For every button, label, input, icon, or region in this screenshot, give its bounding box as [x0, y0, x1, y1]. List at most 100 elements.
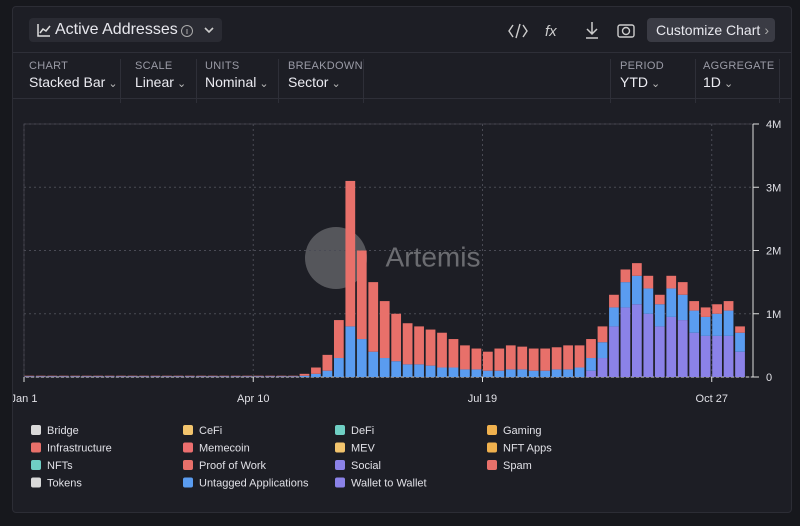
- legend-swatch: [183, 477, 193, 488]
- legend-label: Memecoin: [199, 443, 250, 455]
- bar-segment: [70, 375, 81, 377]
- dropdown-value: Sector: [288, 74, 363, 90]
- bar-segment: [47, 375, 58, 377]
- legend-label: Wallet to Wallet: [351, 478, 427, 490]
- bar-segment: [242, 376, 253, 377]
- bar-segment: [288, 376, 298, 377]
- toolbar-icons[interactable]: fx: [507, 19, 647, 43]
- bar-segment: [505, 369, 516, 377]
- bar-segment: [620, 307, 631, 377]
- legend-swatch: [487, 460, 497, 470]
- watermark: Artemis: [386, 241, 481, 272]
- bar-segment: [574, 345, 585, 368]
- bar-segment: [586, 358, 596, 371]
- bar-segment: [643, 275, 654, 289]
- bar-segment: [368, 351, 379, 377]
- bar-segment: [723, 301, 734, 311]
- title-selector[interactable]: Active Addresses: [29, 18, 222, 42]
- separator: [610, 59, 611, 103]
- bar-segment: [586, 339, 596, 359]
- bar-segment: [609, 294, 619, 308]
- dropdown-value: Linear: [135, 74, 186, 90]
- legend-swatch: [31, 442, 41, 453]
- bar-segment: [414, 326, 424, 365]
- bar-segment: [196, 375, 207, 377]
- bar-segment: [517, 346, 528, 370]
- bar-segment: [207, 375, 218, 377]
- dropdown-label: PERIOD: [620, 60, 664, 72]
- bar-segment: [471, 369, 482, 377]
- bar-segment: [654, 326, 665, 377]
- bar-segment: [127, 376, 138, 377]
- chart: Artemis 0 1M 2M 3M 4M Jan 1 Apr 10 Jul 19 Oct 27…: [13, 119, 781, 490]
- chart-icon: [37, 24, 51, 37]
- bar-segment: [689, 301, 700, 311]
- legend-label: Social: [351, 460, 381, 472]
- bar-segment: [448, 367, 459, 377]
- dropdown-value: YTD: [620, 74, 664, 90]
- bar-segment: [288, 375, 298, 377]
- bar-segment: [735, 332, 745, 352]
- dropdown[interactable]: SCALE Linear: [135, 60, 186, 90]
- bar-segment: [47, 376, 58, 377]
- bar-segment: [666, 275, 677, 289]
- bar-segment: [276, 376, 287, 377]
- dropdown[interactable]: AGGREGATE 1D: [703, 60, 775, 90]
- bar-segment: [700, 335, 711, 377]
- dropdown[interactable]: UNITS Nominal: [205, 60, 269, 90]
- bar-segment: [402, 364, 413, 377]
- legend-swatch: [183, 425, 193, 435]
- bar-segment: [24, 375, 35, 377]
- dropdown[interactable]: PERIOD YTD: [620, 60, 664, 90]
- bar-segment: [162, 376, 172, 377]
- legend-label: Bridge: [47, 425, 79, 437]
- legend-swatch: [31, 460, 41, 470]
- bar-segment: [551, 369, 562, 377]
- legend-label: Spam: [503, 460, 532, 472]
- bar-segment: [425, 365, 436, 377]
- bar-segment: [482, 351, 493, 371]
- legend-swatch: [487, 442, 497, 453]
- bar-segment: [311, 367, 321, 374]
- bar-segment: [609, 326, 619, 377]
- legend-label: DeFi: [351, 425, 374, 437]
- bar-segment: [253, 375, 264, 377]
- bar-segment: [276, 375, 287, 377]
- legend-swatch: [31, 425, 41, 435]
- bar-segment: [93, 375, 104, 377]
- bar-segment: [333, 320, 344, 359]
- bar-segment: [81, 376, 92, 377]
- bar-segment: [379, 301, 390, 359]
- bar-segment: [494, 370, 505, 377]
- bar-segment: [425, 329, 436, 366]
- customize-button[interactable]: Customize Chart ›: [647, 18, 775, 42]
- dropdown[interactable]: BREAKDOWN Sector: [288, 60, 363, 90]
- chart-panel: Active Addresses fx Customize Chart › CHA…: [12, 6, 792, 513]
- bar-segment: [299, 375, 310, 377]
- separator: [363, 59, 364, 103]
- bar-segment: [540, 348, 551, 371]
- bar-segment: [322, 370, 333, 377]
- bar-segment: [540, 370, 551, 377]
- legend-label: CeFi: [199, 425, 222, 437]
- bar-segment: [712, 313, 722, 336]
- bar-segment: [586, 370, 596, 377]
- bar-segment: [609, 307, 619, 327]
- bar-segment: [35, 376, 46, 377]
- bar-segment: [437, 332, 447, 368]
- bar-segment: [574, 367, 585, 377]
- dropdown[interactable]: CHART Stacked Bar: [29, 60, 118, 90]
- bar-segment: [505, 345, 516, 370]
- bar-segment: [391, 313, 402, 362]
- x-tick-label: Oct 27: [696, 393, 728, 405]
- x-tick-label: Jan 1: [13, 393, 37, 405]
- bar-segment: [517, 369, 528, 377]
- bar-segment: [528, 370, 539, 377]
- bar-segment: [677, 282, 688, 295]
- bar-segment: [448, 339, 459, 368]
- bar-segment: [311, 373, 321, 377]
- bar-segment: [723, 335, 734, 377]
- legend-label: NFTs: [47, 460, 73, 472]
- bar-segment: [207, 376, 218, 377]
- bar-segment: [632, 275, 642, 305]
